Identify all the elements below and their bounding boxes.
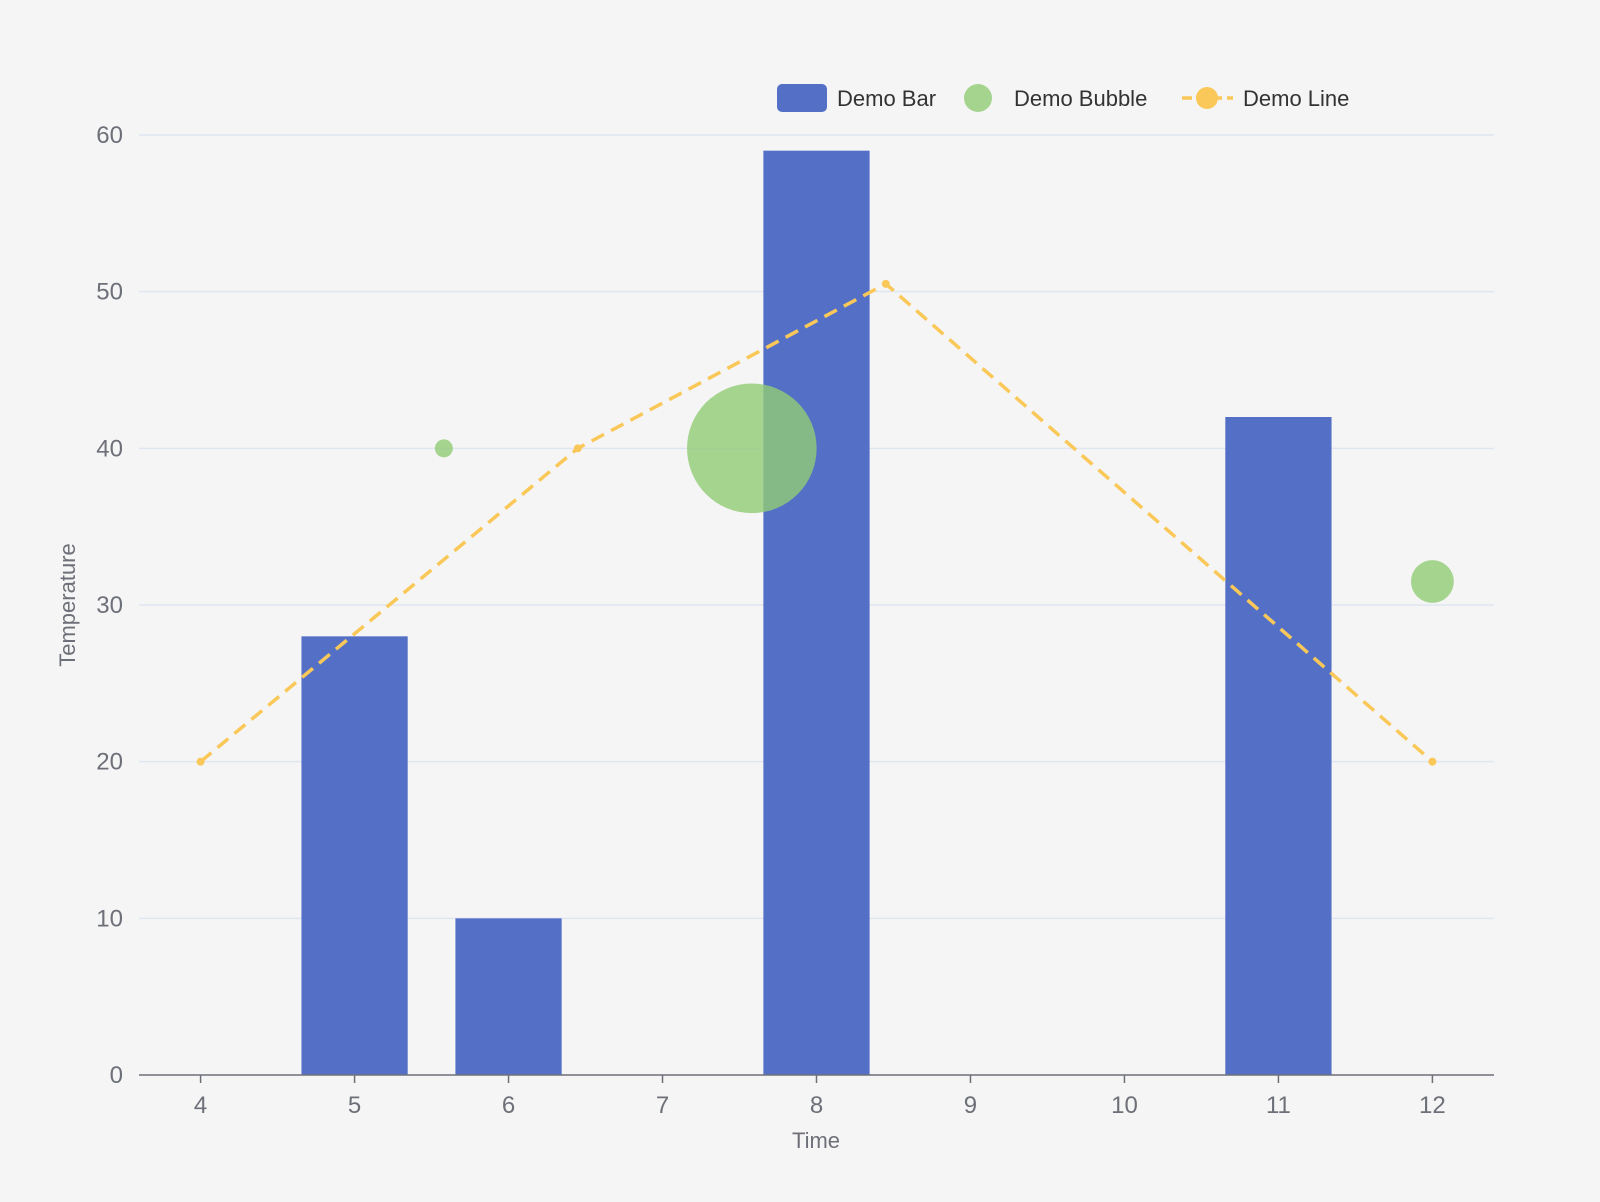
legend-swatch-bubble [964,84,992,112]
x-tick-label: 6 [502,1092,515,1119]
x-tick-label: 7 [656,1092,669,1119]
line-point [573,444,582,453]
y-tick-label: 20 [96,749,123,776]
line-series [196,279,1437,766]
legend-swatch-bar [777,84,827,112]
y-tick-label: 60 [96,122,123,149]
y-tick-label: 50 [96,279,123,306]
legend-label: Demo Bar [837,86,936,111]
x-tick-label: 4 [194,1092,207,1119]
bubble [687,383,817,514]
bubble-series [434,383,1454,603]
y-tick-label: 30 [96,592,123,619]
x-tick-label: 10 [1111,1092,1138,1119]
x-tick-label: 12 [1419,1092,1446,1119]
y-tick-label: 0 [110,1062,123,1089]
legend-label: Demo Line [1243,86,1349,111]
bar [455,918,562,1075]
x-tick-label: 8 [810,1092,823,1119]
bubble [1411,560,1454,603]
x-axis-label: Time [792,1128,840,1153]
line-point [196,757,205,766]
y-axis-label: Temperature [55,543,80,667]
bubble [434,439,453,458]
y-tick-label: 40 [96,435,123,462]
legend-swatch-point [1196,87,1218,109]
x-tick-label: 9 [964,1092,977,1119]
line-point [1428,757,1437,766]
bar [763,150,870,1075]
series-line [199,282,1434,764]
legend-label: Demo Bubble [1014,86,1147,111]
bar [301,636,408,1075]
line-point [881,279,890,288]
bar [1225,417,1332,1075]
x-tick-label: 5 [348,1092,361,1119]
legend: Demo Bar Demo Bubble Demo Line [777,84,1349,112]
y-tick-label: 10 [96,905,123,932]
x-tick-label: 11 [1266,1092,1291,1119]
bar-series [301,150,1332,1075]
axes: 0 10 20 30 40 50 60 4 5 6 7 8 9 10 11 12 [96,122,1494,1119]
